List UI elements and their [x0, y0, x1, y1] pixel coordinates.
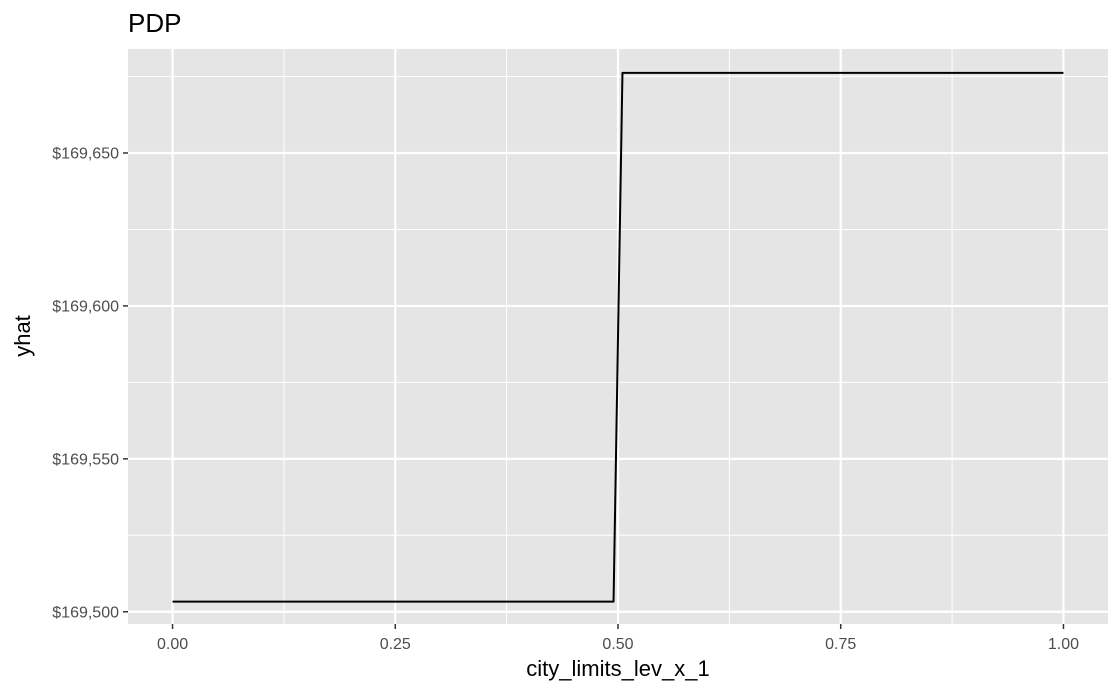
series-line	[172, 71, 1064, 603]
chart-title: PDP	[128, 8, 181, 38]
x-tick-label: 1.00	[1048, 636, 1079, 653]
x-axis-ticks: 0.00 0.25 0.50 0.75 1.00	[157, 624, 1079, 653]
y-tick-label: $169,500	[52, 604, 119, 621]
x-tick-label: 0.25	[380, 636, 411, 653]
y-axis-ticks: $169,500 $169,550 $169,600 $169,650	[52, 145, 128, 621]
y-axis-title: yhat	[10, 315, 35, 357]
x-axis-title: city_limits_lev_x_1	[526, 656, 709, 681]
y-tick-label: $169,550	[52, 451, 119, 468]
x-tick-label: 0.75	[825, 636, 856, 653]
y-tick-label: $169,650	[52, 145, 119, 162]
x-tick-label: 0.50	[602, 636, 633, 653]
x-tick-label: 0.00	[157, 636, 188, 653]
y-tick-label: $169,600	[52, 298, 119, 315]
series-layer	[172, 71, 1064, 603]
